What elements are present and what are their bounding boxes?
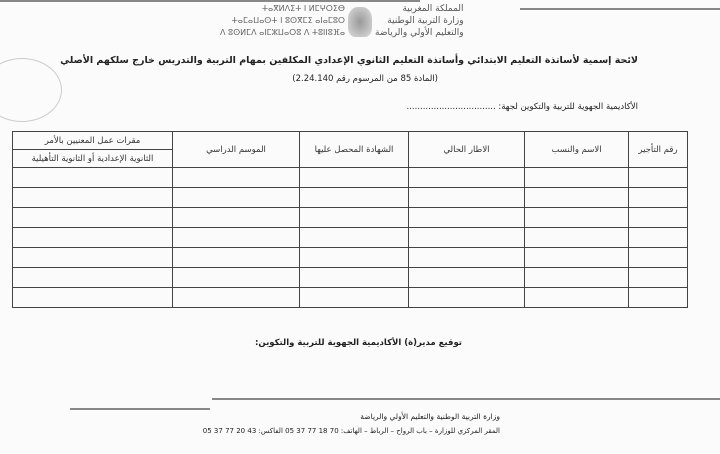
table-cell (172, 227, 300, 248)
table-cell (628, 247, 688, 268)
table-cell (12, 267, 173, 288)
table-cell (299, 267, 409, 288)
table-cell (299, 207, 409, 228)
table-cell (628, 267, 688, 288)
table-cell (628, 167, 688, 188)
table-row (12, 247, 688, 268)
table-cell (408, 287, 525, 308)
table-cell (524, 227, 629, 248)
table-cell (12, 247, 173, 268)
ministry-tifinagh-2: ⴷ ⵓⵙⵍⵎⴷ ⴰⵏⵎⵣⵡⴰⵔⵓ ⴷ ⵜⵓⵏⵏⵓⴼⴰ (219, 28, 345, 37)
table-cell (172, 207, 300, 228)
table-cell (299, 287, 409, 308)
table-cell (628, 207, 688, 228)
table-cell (524, 187, 629, 208)
document-subtitle: (المادة 85 من المرسوم رقم 2.24.140) (292, 74, 438, 84)
table-cell (408, 247, 525, 268)
footer-ministry: وزارة التربية الوطنية والتعليم الأولي وا… (360, 412, 500, 421)
top-border-line-right (520, 8, 720, 10)
table-cell (408, 187, 525, 208)
table-cell (408, 227, 525, 248)
table-row (12, 207, 688, 228)
footer-line-right (212, 398, 720, 400)
table-cell (172, 247, 300, 268)
header-current-grade: الاطار الحالي (408, 131, 525, 168)
header-workplace-sub: الثانوية الإعدادية أو الثانوية التأهيلية (12, 149, 173, 168)
header-school-year: الموسم الدراسي (172, 131, 300, 168)
table-row (12, 287, 688, 308)
table-cell (524, 287, 629, 308)
table-cell (12, 287, 173, 308)
personnel-table: رقم التأجير الاسم والنسب الاطار الحالي ا… (12, 131, 688, 308)
letterhead: ⵜⴰⴳⵍⴷⵉⵜ ⵏ ⵍⵎⵖⵔⵉⴱ ⵜⴰⵎⴰⵡⴰⵙⵜ ⵏ ⵓⵙⴳⵎⵉ ⴰⵏⴰⵎⵓⵔ… (220, 3, 480, 43)
table-cell (628, 227, 688, 248)
table-cell (524, 247, 629, 268)
header-name: الاسم والنسب (524, 131, 629, 168)
table-cell (12, 187, 173, 208)
signature-label: توقيع مدير(ة) الأكاديمية الجهوية للتربية… (255, 338, 462, 348)
academy-line: الأكاديمية الجهوية للتربية والتكوين لجهة… (406, 102, 638, 112)
table-cell (172, 187, 300, 208)
kingdom-arabic: المملكة المغربية (402, 4, 464, 14)
header-workplace: مقرات عمل المعنيين بالأمر (12, 131, 173, 150)
table-cell (12, 167, 173, 188)
table-cell (299, 227, 409, 248)
table-cell (408, 207, 525, 228)
table-cell (628, 287, 688, 308)
ministry-tifinagh: ⵜⴰⵎⴰⵡⴰⵙⵜ ⵏ ⵓⵙⴳⵎⵉ ⴰⵏⴰⵎⵓⵔ (231, 16, 345, 25)
kingdom-tifinagh: ⵜⴰⴳⵍⴷⵉⵜ ⵏ ⵍⵎⵖⵔⵉⴱ (261, 4, 345, 13)
table-cell (628, 187, 688, 208)
top-border-line (0, 0, 420, 2)
table-cell (408, 267, 525, 288)
ministry-arabic-2: والتعليم الأولي والرياضة (375, 28, 464, 38)
table-cell (172, 287, 300, 308)
table-cell (524, 167, 629, 188)
table-cell (172, 267, 300, 288)
table-cell (172, 167, 300, 188)
table-row (12, 187, 688, 208)
ministry-arabic: وزارة التربية الوطنية (387, 16, 464, 26)
coat-of-arms-icon (348, 7, 372, 37)
footer-line (70, 408, 210, 410)
table-cell (299, 167, 409, 188)
footer-address: المقر المركزي للوزارة – باب الرواح – الر… (202, 427, 500, 435)
table-cell (524, 267, 629, 288)
table-row (12, 167, 688, 188)
table-cell (299, 247, 409, 268)
header-diploma: الشهادة المحصل عليها (299, 131, 409, 168)
table-cell (12, 227, 173, 248)
table-cell (524, 207, 629, 228)
document-title: لائحة إسمية لأساتذة التعليم الابتدائي وأ… (60, 55, 638, 66)
stamp-icon (0, 58, 62, 122)
table-row (12, 227, 688, 248)
table-cell (408, 167, 525, 188)
table-row (12, 267, 688, 288)
header-salary-number: رقم التأجير (628, 131, 688, 168)
table-cell (299, 187, 409, 208)
table-cell (12, 207, 173, 228)
